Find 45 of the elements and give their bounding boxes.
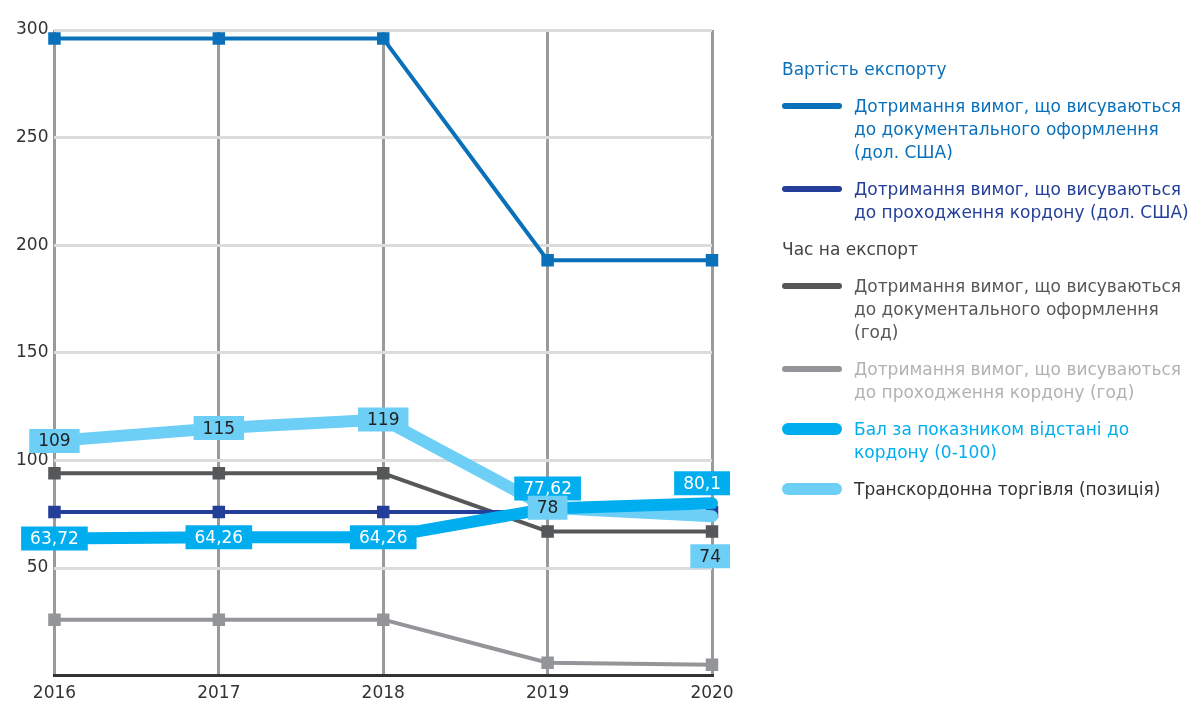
point <box>541 656 554 669</box>
point <box>376 32 390 45</box>
x-tick-label: 2018 <box>361 682 405 703</box>
x-tick-label: 2020 <box>690 682 734 703</box>
point <box>705 525 719 538</box>
data-label: 63,72 <box>30 527 79 548</box>
point <box>48 505 61 519</box>
legend-label: Дотримання вимог, що висуваються до проходження кордону (дол. США) <box>854 178 1190 224</box>
point <box>48 467 61 480</box>
legend-label: Бал за показником відстані до кордону (0-100) <box>854 418 1131 464</box>
data-label: 80,1 <box>683 472 721 493</box>
point <box>541 254 554 267</box>
x-tick-label: 2016 <box>32 682 77 703</box>
point <box>212 467 226 480</box>
text: Вартість експорту <box>782 58 948 81</box>
data-label: 64,26 <box>194 526 244 547</box>
data-label: 119 <box>367 408 400 429</box>
point <box>376 613 390 626</box>
data-label: 74 <box>699 545 721 566</box>
data-label: 64,26 <box>358 526 408 547</box>
legend-label: Транскордонна торгівля (позиція) <box>854 478 1161 501</box>
y-tick-label: 250 <box>15 126 49 147</box>
point <box>212 613 226 626</box>
legend-label: Дотримання вимог, що висуваються до документального оформлення (дол. США) <box>854 95 1183 164</box>
point <box>376 505 390 519</box>
point <box>705 254 719 267</box>
point <box>376 467 390 480</box>
point <box>212 505 226 519</box>
point <box>541 525 554 538</box>
text: Час на експорт <box>782 238 920 261</box>
point <box>705 658 719 672</box>
data-label: 115 <box>202 417 236 438</box>
data-label: 77,62 <box>523 477 572 498</box>
y-tick-label: 200 <box>15 233 49 254</box>
legend-label: Дотримання вимог, що висуваються до проходження кордону (год) <box>854 358 1183 404</box>
y-tick-label: 150 <box>15 341 49 362</box>
x-tick-label: 2017 <box>197 682 241 703</box>
point <box>48 32 61 45</box>
point <box>212 32 226 45</box>
y-tick-label: 300 <box>15 18 49 39</box>
y-tick-label: 50 <box>26 556 49 577</box>
legend-label: Дотримання вимог, що висуваються до документального оформлення (год) <box>854 275 1183 344</box>
x-tick-label: 2019 <box>525 682 570 703</box>
point <box>48 613 61 626</box>
data-label: 109 <box>38 430 71 451</box>
